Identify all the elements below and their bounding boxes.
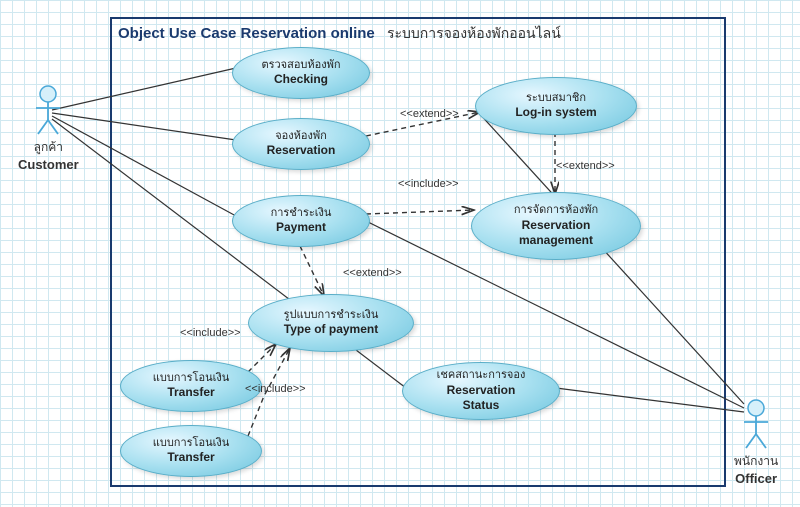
relation-label-1: <<include>> [398, 178, 459, 190]
usecase-transfer1: แบบการโอนเงินTransfer [120, 360, 262, 412]
relation-label-5: <<include>> [245, 383, 306, 395]
usecase-reservation-label-th: จองห้องพัก [275, 130, 327, 144]
usecase-payment: การชำระเงินPayment [232, 195, 370, 247]
usecase-transfer1-label-en: Transfer [167, 385, 214, 400]
usecase-status: เชคสถานะการจองReservationStatus [402, 362, 560, 420]
usecase-transfer2: แบบการโอนเงินTransfer [120, 425, 262, 477]
usecase-reservation: จองห้องพักReservation [232, 118, 370, 170]
usecase-transfer1-label-th: แบบการโอนเงิน [153, 372, 229, 386]
usecase-payment-label-th: การชำระเงิน [271, 207, 332, 221]
usecase-resmgmt-label-en2: management [519, 233, 593, 248]
usecase-checking: ตรวจสอบห้องพักChecking [232, 47, 370, 99]
actor-officer: พนักงาน Officer [734, 398, 778, 486]
usecase-login-label-th: ระบบสมาชิก [526, 92, 586, 106]
actor-customer-label-en: Customer [18, 157, 79, 172]
usecase-login-label-en: Log-in system [515, 105, 596, 120]
usecase-checking-label-en: Checking [274, 72, 328, 87]
usecase-reservation-label-en: Reservation [267, 143, 336, 158]
usecase-resmgmt: การจัดการห้องพักReservationmanagement [471, 192, 641, 260]
relation-label-3: <<extend>> [343, 267, 402, 279]
usecase-typepay-label-th: รูปแบบการชำระเงิน [284, 309, 379, 323]
stickfigure-icon [30, 84, 66, 136]
usecase-payment-label-en: Payment [276, 220, 326, 235]
relation-label-0: <<extend>> [400, 108, 459, 120]
usecase-transfer2-label-en: Transfer [167, 450, 214, 465]
stickfigure-icon [738, 398, 774, 450]
relation-label-4: <<include>> [180, 327, 241, 339]
usecase-status-label-en2: Status [463, 398, 500, 413]
usecase-login: ระบบสมาชิกLog-in system [475, 77, 637, 135]
usecase-resmgmt-label-th: การจัดการห้องพัก [514, 204, 598, 218]
usecase-status-label-en: Reservation [447, 383, 516, 398]
usecase-status-label-th: เชคสถานะการจอง [437, 369, 526, 383]
actor-customer: ลูกค้า Customer [18, 84, 79, 172]
usecase-transfer2-label-th: แบบการโอนเงิน [153, 437, 229, 451]
actor-officer-label-en: Officer [734, 471, 778, 486]
actor-officer-label-th: พนักงาน [734, 452, 778, 471]
usecase-typepay-label-en: Type of payment [284, 322, 378, 337]
connector-layer [0, 0, 800, 507]
usecase-checking-label-th: ตรวจสอบห้องพัก [261, 59, 340, 73]
usecase-typepay: รูปแบบการชำระเงินType of payment [248, 294, 414, 352]
usecase-resmgmt-label-en: Reservation [522, 218, 591, 233]
actor-customer-label-th: ลูกค้า [18, 138, 79, 157]
relation-label-2: <<extend>> [556, 160, 615, 172]
